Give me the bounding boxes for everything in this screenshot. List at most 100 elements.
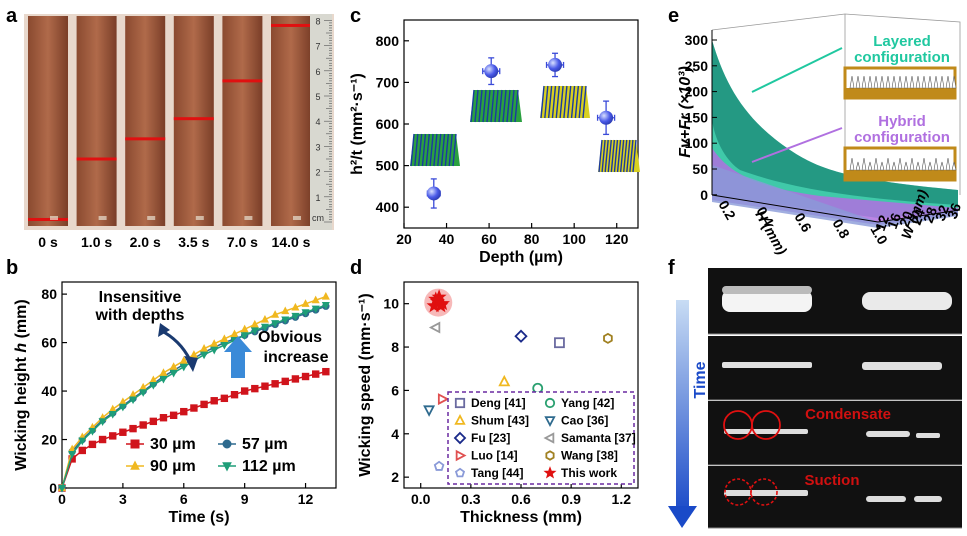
- film: [916, 433, 940, 438]
- inset-tooth: [921, 75, 927, 89]
- legend-marker: [453, 431, 467, 445]
- inset-tooth: [885, 157, 891, 171]
- film: [722, 362, 812, 368]
- ruler-label: 5: [315, 92, 320, 102]
- texture-image: [470, 89, 522, 123]
- x-tick-label: 3: [119, 491, 127, 507]
- inset-tooth: [861, 75, 867, 89]
- ruler-label: 2: [315, 168, 320, 178]
- y-tick-label: 40: [41, 383, 57, 399]
- data-point: [149, 381, 158, 390]
- annotation-obvious-2: increase: [264, 349, 329, 366]
- data-point: [210, 346, 219, 355]
- w-tick-label: 16: [884, 211, 904, 231]
- data-point: [301, 299, 310, 307]
- inset-tooth: [891, 161, 897, 171]
- inset-tooth: [891, 75, 897, 89]
- y-axis-label: h²/t (mm²·s⁻¹): [349, 73, 366, 175]
- data-point: [220, 334, 229, 343]
- film: [866, 431, 910, 437]
- y-tick-label: 4: [391, 426, 399, 442]
- data-point: [159, 414, 168, 422]
- panel-label-f: f: [668, 257, 675, 279]
- inset-tooth: [903, 161, 909, 171]
- film: [724, 490, 808, 496]
- x-tick-label: 40: [439, 231, 455, 247]
- inset-tooth: [873, 157, 879, 171]
- data-point: [220, 341, 229, 350]
- legend-marker: [455, 449, 467, 462]
- data-point: [271, 320, 280, 328]
- inset-tooth: [909, 157, 915, 171]
- data-point: [169, 369, 178, 378]
- plot-frame: [61, 281, 337, 489]
- data-point: [129, 396, 138, 405]
- y-tick-label: 500: [376, 158, 400, 174]
- x-tick-label: 9: [241, 491, 249, 507]
- time-labels: 0 s 1.0 s 2.0 s 3.5 s 7.0 s 14.0 s: [38, 234, 310, 250]
- w-tick-label: 32: [932, 203, 952, 223]
- data-point: [78, 437, 87, 446]
- y-tick-label: 400: [376, 199, 400, 215]
- data-point: [200, 344, 209, 352]
- data-point: [281, 377, 289, 386]
- time-label: 1.0 s: [81, 234, 112, 250]
- hybrid-inset: [843, 146, 957, 182]
- data-point: [108, 411, 117, 419]
- x-tick-label: 0.9: [561, 491, 581, 507]
- data-point: [180, 407, 188, 416]
- data-point: [301, 372, 310, 381]
- panel-label-c: c: [350, 5, 361, 27]
- inset-tooth: [951, 75, 957, 89]
- data-point: [322, 367, 330, 376]
- data-point: [426, 186, 441, 201]
- h-axis-label: H (mm): [752, 208, 790, 258]
- strip: [28, 16, 68, 226]
- chart-c: 20 40 60 80 100 120 400 500 600 700 800 Depth (µm) h…: [349, 19, 640, 266]
- inset-tooth: [867, 161, 873, 171]
- data-point: [118, 403, 127, 412]
- z-tick-label: 50: [692, 161, 708, 177]
- inset-tooth: [921, 157, 927, 171]
- data-point: [230, 329, 239, 338]
- y-tick-label: 10: [383, 296, 399, 312]
- time-arrow-shaft: [676, 300, 689, 514]
- curved-arrow-head: [184, 356, 198, 372]
- data-point: [321, 301, 330, 310]
- z-axis-label: Fv+Fr (×10³): [677, 66, 694, 158]
- hybrid-label-2: configuration: [854, 129, 950, 146]
- y-tick-label: 80: [41, 286, 57, 302]
- data-point: [169, 411, 178, 419]
- legend-marker: [222, 439, 232, 449]
- data-point: [139, 389, 148, 397]
- inset-tooth: [861, 157, 867, 171]
- inset-tooth: [939, 161, 945, 171]
- z-tick-label: 300: [685, 32, 709, 48]
- curved-arrow: [159, 328, 192, 361]
- inset-tooth: [927, 75, 933, 89]
- strip: [76, 16, 117, 226]
- inset-tooth: [951, 161, 957, 171]
- inset-tooth: [897, 75, 903, 89]
- data-point: [260, 314, 269, 323]
- data-point: [98, 435, 107, 444]
- x-tick-label: 0.3: [461, 491, 481, 507]
- data-point: [220, 394, 229, 403]
- data-point: [149, 375, 158, 384]
- data-point: [434, 295, 450, 311]
- strip-mark: [50, 216, 58, 220]
- data-point: [433, 460, 445, 471]
- x-tick-label: 100: [563, 231, 587, 247]
- w-axis: [877, 209, 961, 223]
- suction-label: Suction: [805, 472, 860, 489]
- x-tick-label: 12: [298, 491, 314, 507]
- x-tick-label: 0.6: [511, 491, 531, 507]
- legend-label: Cao [36]: [561, 414, 608, 428]
- time-label: 0 s: [38, 234, 58, 250]
- curved-arrow-head: [158, 323, 170, 337]
- data-point: [200, 400, 208, 409]
- data-point: [200, 351, 209, 360]
- data-point: [230, 390, 239, 399]
- legend-label: This work: [561, 466, 617, 480]
- data-point: [250, 319, 259, 328]
